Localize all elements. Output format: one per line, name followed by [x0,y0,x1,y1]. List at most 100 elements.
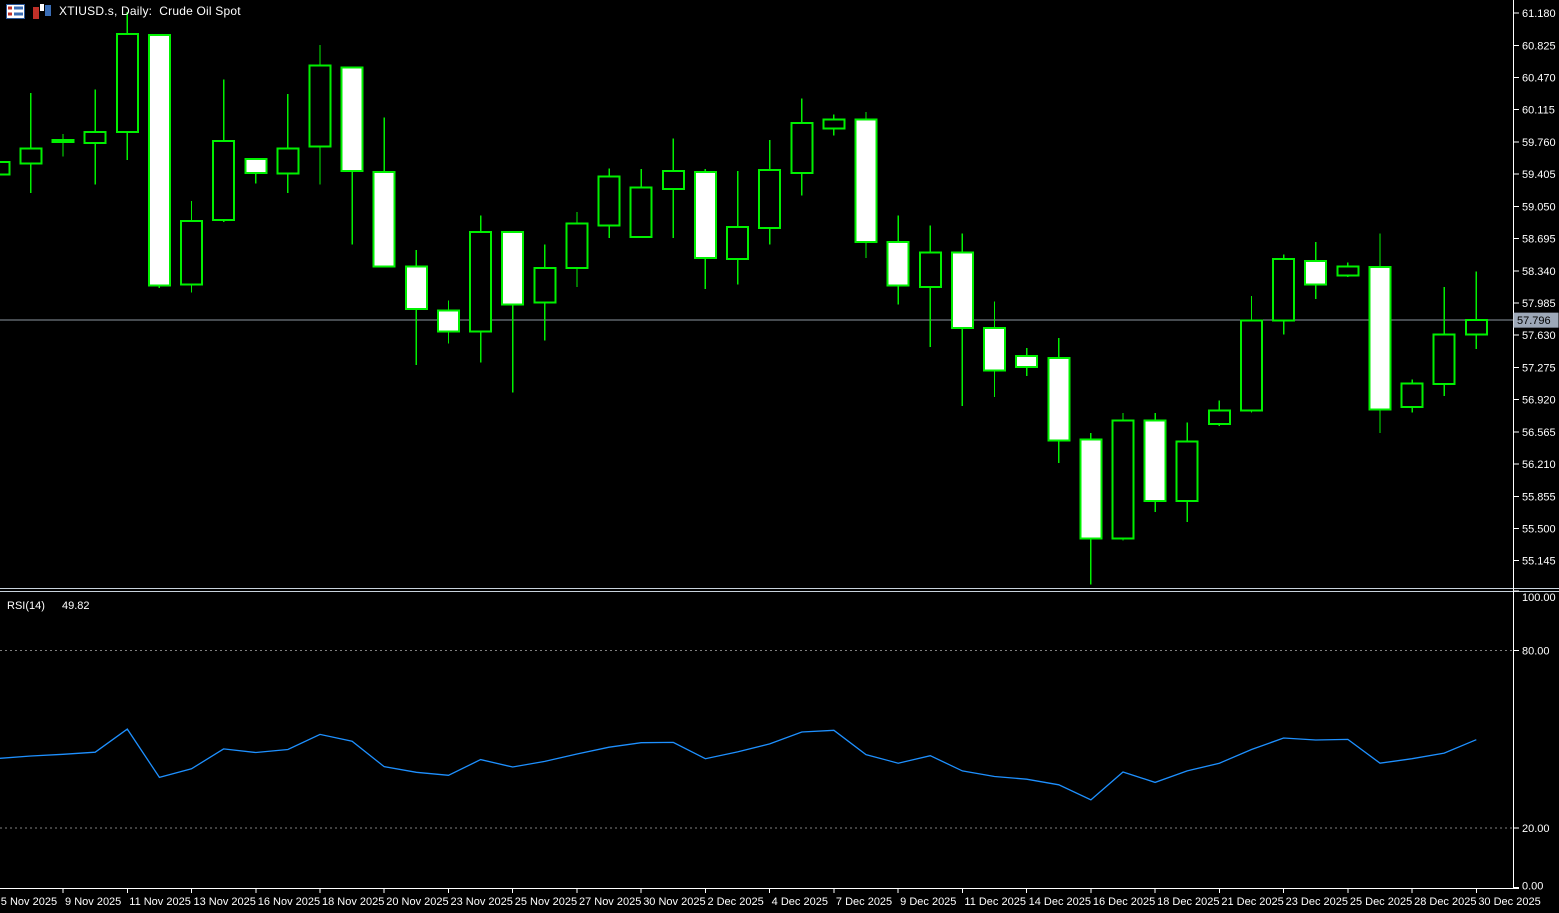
candle [661,138,685,239]
time-axis[interactable] [0,888,1559,913]
candle [0,160,11,176]
candle-body-bull [758,169,782,230]
candle-body-bear [950,251,974,329]
candle-body-bull [1432,333,1456,386]
time-axis-label: 25 Dec 2025 [1350,896,1412,908]
price-axis-label: 57.985 [1522,298,1556,310]
price-axis-label: 56.920 [1522,395,1556,407]
price-axis-label: 55.145 [1522,556,1556,568]
candle [950,233,974,406]
price-axis-label: 58.340 [1522,266,1556,278]
rsi-indicator-value: 49.82 [62,600,90,612]
rsi-panel[interactable] [0,591,1513,888]
candle [83,89,107,185]
candle [436,300,460,344]
rsi-axis-label: 0.00 [1522,880,1543,892]
candle [244,158,268,184]
price-axis[interactable] [1513,0,1559,888]
candle [565,211,589,288]
price-axis-label: 56.210 [1522,459,1556,471]
candle [469,215,493,363]
price-axis-label: 59.760 [1522,137,1556,149]
candle-body-bear [340,66,364,172]
time-axis-label: 23 Dec 2025 [1286,896,1348,908]
candle-body-bull [1239,319,1263,412]
candle [180,200,204,293]
candle-body-bear [1143,419,1167,503]
rsi-axis-label: 100.00 [1522,592,1556,604]
candle [693,169,717,289]
candle [147,33,171,289]
time-axis-label: 30 Nov 2025 [643,896,705,908]
candle [854,112,878,259]
time-axis-label: 11 Nov 2025 [129,896,191,908]
candle-body-bull [180,219,204,286]
candle-body-bull [1272,257,1296,322]
price-axis-label: 59.405 [1522,169,1556,181]
time-axis-label: 21 Dec 2025 [1221,896,1283,908]
candle [1143,413,1167,513]
time-axis-label: 13 Nov 2025 [194,896,256,908]
price-axis-label: 57.630 [1522,330,1556,342]
candle-body-bull [629,186,653,239]
candle [1111,413,1135,541]
current-price-badge [1513,312,1559,328]
candle [918,225,942,348]
candle-body-bull [83,130,107,144]
candle-body-bull [1464,318,1488,336]
candle [1239,296,1263,413]
time-axis-label: 18 Nov 2025 [322,896,384,908]
time-axis-label: 25 Nov 2025 [515,896,577,908]
candle-body-bull [661,169,685,191]
candle-body-bear [1368,266,1392,411]
candle-body-bull [19,147,43,165]
candle-body-bull [1336,265,1360,277]
time-axis-label: 16 Nov 2025 [258,896,320,908]
candle [1432,287,1456,396]
candle [19,92,43,193]
time-axis-label: 9 Nov 2025 [65,896,121,908]
chart-header: XTIUSD.s, Daily: Crude Oil Spot [6,3,241,19]
candle [1304,241,1328,299]
price-axis-label: 58.695 [1522,234,1556,246]
candle [1400,379,1424,413]
candle-body-bear [1015,355,1039,368]
candle-body-bull [51,139,75,143]
chart-title: XTIUSD.s, Daily: Crude Oil Spot [59,4,241,18]
candle [51,133,75,157]
time-axis-label: 23 Nov 2025 [450,896,512,908]
candle-body-bull [790,121,814,174]
candle-body-bull [533,267,557,304]
candle [340,66,364,245]
candle-body-bear [854,118,878,243]
candle [1015,347,1039,377]
candle-body-bear [501,230,525,306]
candle [533,244,557,341]
candle-body-bull [1400,382,1424,408]
price-axis-label: 56.565 [1522,427,1556,439]
quotes-table-icon [6,3,25,19]
time-axis-label: 9 Dec 2025 [900,896,956,908]
candle [822,114,846,136]
time-axis-label: 27 Nov 2025 [579,896,641,908]
candle [276,93,300,193]
candle-body-bear [983,326,1007,372]
price-axis-label: 60.825 [1522,40,1556,52]
candle [212,79,236,222]
candle [1079,433,1103,585]
candle [1272,254,1296,335]
price-axis-label: 60.115 [1522,105,1555,117]
candle-body-bull [469,230,493,333]
candle-body-bull [1207,409,1231,426]
candle-body-bear [244,158,268,174]
candle [1047,337,1071,464]
candle-body-bear [372,170,396,268]
price-panel[interactable] [0,0,1513,588]
price-axis-label: 59.050 [1522,201,1556,213]
candle-body-bull [0,160,11,176]
time-axis-label: 30 Dec 2025 [1478,896,1540,908]
candle-body-bear [436,309,460,333]
candle [1207,400,1231,426]
